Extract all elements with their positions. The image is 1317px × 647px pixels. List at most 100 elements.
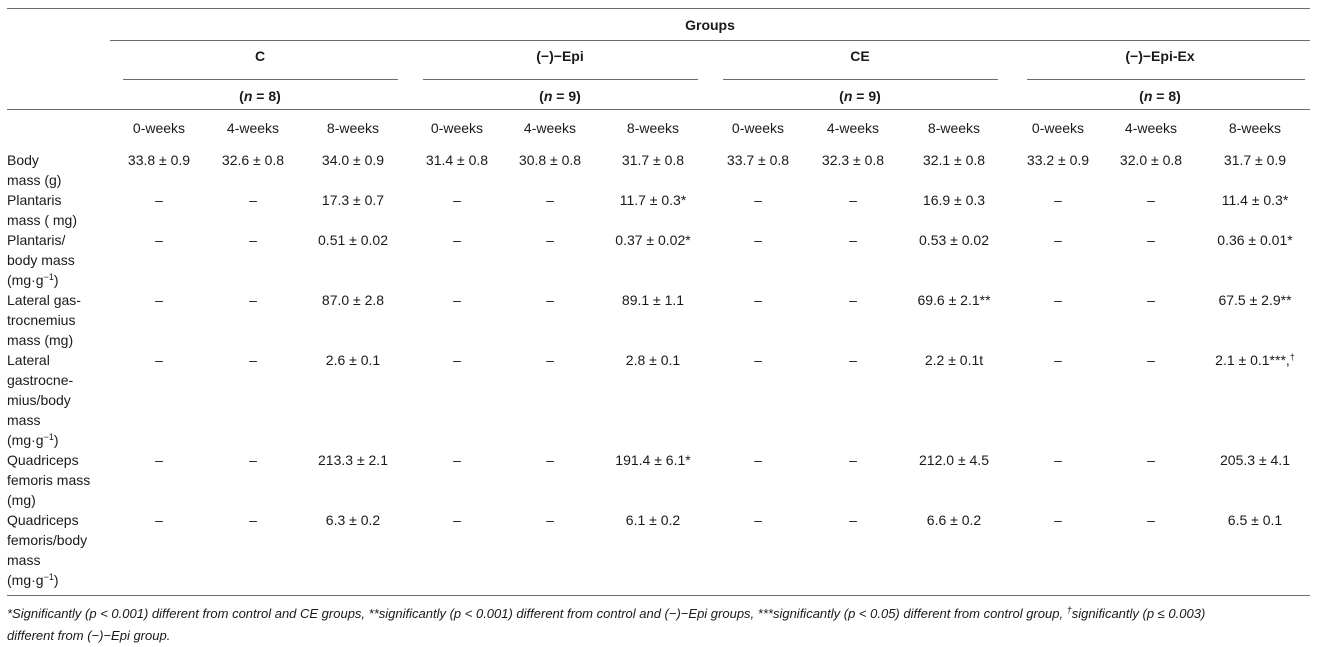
table-cell: 67.5 ± 2.9** <box>1218 292 1292 308</box>
table-cell: – <box>453 512 461 528</box>
table-cell: 2.2 ± 0.1t <box>924 352 984 368</box>
table-cell: – <box>155 192 163 208</box>
table-cell: 69.6 ± 2.1** <box>917 292 991 308</box>
table-cell: – <box>249 232 257 248</box>
table-cell: 0.51 ± 0.02 <box>318 232 388 248</box>
row-label: Body mass (g) <box>7 152 62 188</box>
table-cell: 31.4 ± 0.8 <box>425 152 489 168</box>
table-cell: 31.7 ± 0.8 <box>621 152 685 168</box>
footnote-text-1: *Significantly (p < 0.001) different fro… <box>7 605 1206 622</box>
table-cell: 11.4 ± 0.3* <box>1221 192 1289 208</box>
table-cell: 33.7 ± 0.8 <box>726 152 790 168</box>
table-cell: 6.3 ± 0.2 <box>325 512 381 528</box>
time-header: 0-weeks <box>132 120 186 136</box>
table-cell: – <box>249 452 257 468</box>
table-cell: 11.7 ± 0.3* <box>619 192 687 208</box>
group-header-3: CE <box>850 48 870 64</box>
table-cell: 2.6 ± 0.1 <box>325 352 381 368</box>
table-cell: – <box>1147 232 1155 248</box>
groups-rule <box>110 40 1310 41</box>
group-rule-ce <box>723 79 998 80</box>
table-cell: 87.0 ± 2.8 <box>321 292 385 308</box>
table-cell: – <box>754 192 762 208</box>
time-header: 8-weeks <box>1228 120 1282 136</box>
table-cell: 17.3 ± 0.7 <box>321 192 385 208</box>
table-cell: 32.1 ± 0.8 <box>922 152 986 168</box>
group-header-1: C <box>254 48 266 64</box>
table-cell: – <box>849 192 857 208</box>
table-cell: – <box>546 192 554 208</box>
footnote-line-1: *Significantly (p < 0.001) different fro… <box>7 603 1205 625</box>
table-cell: – <box>155 292 163 308</box>
group-n-value: 8 <box>1168 88 1177 104</box>
table-cell: – <box>1147 292 1155 308</box>
table-cell: – <box>546 292 554 308</box>
table-cell: – <box>754 452 762 468</box>
time-header: 0-weeks <box>731 120 785 136</box>
table-cell: – <box>1147 192 1155 208</box>
table-cell: – <box>453 232 461 248</box>
table-cell: – <box>849 512 857 528</box>
time-header: 8-weeks <box>626 120 680 136</box>
table-cell: 2.1 ± 0.1***,† <box>1215 352 1295 368</box>
table-cell: – <box>1054 232 1062 248</box>
table-cell: 32.0 ± 0.8 <box>1119 152 1183 168</box>
group-n-1: (n = 8) <box>239 88 281 104</box>
table-cell: – <box>754 292 762 308</box>
table-cell: – <box>1054 452 1062 468</box>
row-label: Quadriceps femoris/body mass (mg·g−1) <box>7 512 88 588</box>
table-cell: 31.7 ± 0.9 <box>1223 152 1287 168</box>
table-cell: 34.0 ± 0.9 <box>321 152 385 168</box>
time-header: 0-weeks <box>430 120 484 136</box>
table-cell: – <box>453 352 461 368</box>
table-cell: – <box>155 512 163 528</box>
table-cell: – <box>1147 452 1155 468</box>
row-label: Plantaris/body mass (mg·g−1) <box>7 232 75 288</box>
table-cell: 205.3 ± 4.1 <box>1220 452 1290 468</box>
table-cell: 0.53 ± 0.02 <box>919 232 989 248</box>
time-header: 4-weeks <box>1124 120 1178 136</box>
table-cell: – <box>1054 192 1062 208</box>
table-cell: – <box>249 292 257 308</box>
table-cell: – <box>249 512 257 528</box>
row-label: Lateral gastrocne-mius/body mass (mg·g−1) <box>7 352 74 448</box>
table-cell: – <box>546 452 554 468</box>
time-header: 4-weeks <box>523 120 577 136</box>
table-cell: – <box>849 452 857 468</box>
table-cell: 89.1 ± 1.1 <box>621 292 685 308</box>
table-cell: – <box>546 352 554 368</box>
row-label: Lateral gas-trocnemius mass (mg) <box>7 292 81 348</box>
time-header: 0-weeks <box>1031 120 1085 136</box>
group-rule-epi <box>423 79 698 80</box>
table-cell: – <box>754 512 762 528</box>
table-cell: 30.8 ± 0.8 <box>518 152 582 168</box>
group-n-value: 9 <box>568 88 577 104</box>
group-rule-epi-ex <box>1027 79 1305 80</box>
table-cell: – <box>453 452 461 468</box>
row-label: Quadriceps femoris mass (mg) <box>7 452 91 508</box>
table-cell: – <box>453 292 461 308</box>
table-cell: – <box>453 192 461 208</box>
table-cell: – <box>249 352 257 368</box>
group-rule-c <box>123 79 398 80</box>
table-cell: – <box>546 512 554 528</box>
table-cell: – <box>1147 352 1155 368</box>
table-cell: – <box>1147 512 1155 528</box>
table-cell: 0.36 ± 0.01* <box>1217 232 1293 248</box>
table-cell: 6.6 ± 0.2 <box>926 512 982 528</box>
group-n-4: (n = 8) <box>1139 88 1181 104</box>
table-cell: – <box>249 192 257 208</box>
table-cell: 6.1 ± 0.2 <box>625 512 681 528</box>
table-cell: 32.3 ± 0.8 <box>821 152 885 168</box>
table-cell: – <box>849 352 857 368</box>
table-cell: 213.3 ± 2.1 <box>318 452 388 468</box>
footnote-line-2: different from (−)−Epi group. <box>7 628 171 643</box>
table-cell: – <box>1054 352 1062 368</box>
table-cell: – <box>1054 292 1062 308</box>
time-header: 8-weeks <box>927 120 981 136</box>
table-cell: 33.8 ± 0.9 <box>127 152 191 168</box>
table-cell: – <box>155 452 163 468</box>
table-bottom-rule <box>7 595 1310 596</box>
group-n-2: (n = 9) <box>539 88 581 104</box>
